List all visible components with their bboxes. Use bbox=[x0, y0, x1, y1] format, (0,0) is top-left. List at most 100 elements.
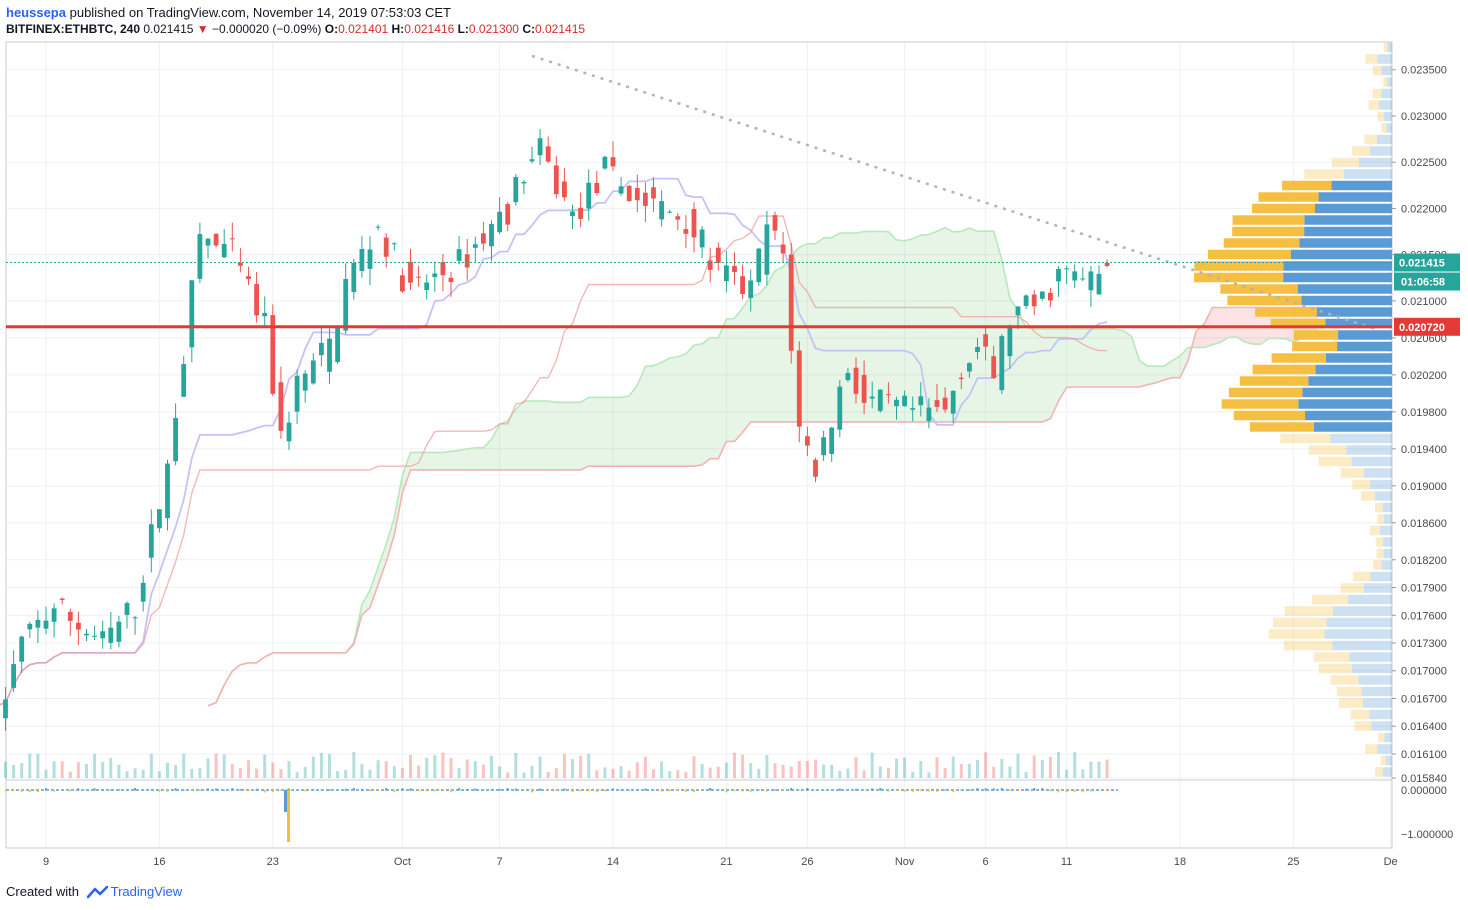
profile-down-bar bbox=[1221, 399, 1299, 409]
volume-bar bbox=[708, 767, 712, 778]
oscillator-bar bbox=[919, 790, 922, 792]
candle-body bbox=[691, 209, 697, 238]
candle-body bbox=[375, 226, 381, 228]
cloud-segment bbox=[515, 401, 524, 470]
candle-body bbox=[148, 524, 154, 558]
candle-body bbox=[643, 192, 648, 206]
symbol-label[interactable]: BITFINEX:ETHBTC, 240 bbox=[6, 22, 141, 36]
oscillator-bar bbox=[660, 790, 663, 792]
time-axis: 9 16 23 Oct 7 14 21 26 Nov 6 11 18 25 De bbox=[43, 856, 1398, 868]
volume-profile bbox=[1194, 42, 1392, 777]
profile-down-bar bbox=[1252, 203, 1316, 214]
profile-down-bar bbox=[1330, 675, 1359, 685]
cloud-segment bbox=[370, 567, 379, 608]
volume-bar bbox=[490, 755, 493, 778]
volume-bar bbox=[951, 756, 955, 778]
profile-down-bar bbox=[1304, 169, 1344, 179]
profile-up-bar bbox=[1290, 249, 1392, 260]
low-value: 0.021300 bbox=[468, 22, 519, 36]
cloud-segment bbox=[1034, 329, 1043, 422]
countdown-tag-label: 01:06:58 bbox=[1401, 277, 1445, 289]
last-price: 0.021415 bbox=[143, 22, 194, 36]
candle-body bbox=[553, 165, 559, 195]
cloud-segment bbox=[1018, 310, 1027, 422]
base-line bbox=[0, 215, 1108, 706]
volume-bar bbox=[886, 767, 890, 778]
candle-body bbox=[464, 254, 470, 268]
oscillator-bar bbox=[684, 790, 687, 792]
volume-bar bbox=[668, 771, 672, 778]
volume-bar bbox=[1032, 755, 1036, 778]
volume-bar bbox=[959, 764, 963, 778]
price-tick-label: 0.020600 bbox=[1401, 333, 1447, 345]
oscillator-bar bbox=[239, 789, 242, 791]
profile-down-bar bbox=[1372, 88, 1382, 99]
candle-body bbox=[35, 619, 41, 628]
oscillator-bar bbox=[482, 789, 485, 791]
candle-body bbox=[586, 182, 592, 209]
volume-bar bbox=[700, 763, 704, 778]
price-tick-label: 0.019400 bbox=[1401, 444, 1447, 456]
volume-bar bbox=[595, 770, 599, 778]
candle-body bbox=[626, 185, 632, 202]
support-price-tag bbox=[1394, 317, 1460, 336]
oscillator-bar bbox=[717, 789, 720, 791]
price-tick-label: 0.023500 bbox=[1401, 65, 1447, 77]
volume-bar bbox=[157, 771, 161, 778]
profile-up-bar bbox=[1382, 767, 1392, 777]
oscillator-bar bbox=[1017, 790, 1019, 792]
profile-down-bar bbox=[1375, 537, 1384, 547]
cloud-segment bbox=[969, 228, 978, 422]
oscillator-bar bbox=[822, 789, 825, 791]
oscillator-bar bbox=[288, 788, 290, 791]
oscillator-bar bbox=[417, 790, 420, 792]
candle-body bbox=[829, 427, 835, 455]
candle-body bbox=[837, 386, 843, 430]
oscillator-bar bbox=[522, 790, 525, 791]
cloud-segment bbox=[766, 270, 775, 422]
oscillator-bar bbox=[498, 788, 501, 791]
time-tick-label: De bbox=[1384, 856, 1398, 868]
close-value: 0.021415 bbox=[535, 22, 586, 36]
candle-body bbox=[416, 276, 421, 278]
conversion-line bbox=[0, 177, 1108, 706]
volume-bar bbox=[190, 768, 194, 778]
candle-body bbox=[967, 363, 972, 372]
oscillator-bar bbox=[506, 788, 509, 791]
oscillator-bar bbox=[1033, 788, 1036, 791]
tradingview-brand[interactable]: TradingView bbox=[110, 884, 183, 899]
oscillator-bar bbox=[879, 788, 882, 791]
price-tick-label: 0.017900 bbox=[1401, 583, 1447, 595]
leading-span-a bbox=[207, 226, 1318, 707]
cloud-segment bbox=[912, 235, 921, 422]
oscillator-bar bbox=[563, 788, 566, 791]
candle-body bbox=[724, 265, 729, 282]
candle-body bbox=[651, 187, 656, 199]
oscillator-bar bbox=[174, 788, 177, 791]
volume-bar bbox=[757, 768, 761, 778]
oscillator-bar bbox=[547, 790, 550, 791]
price-tick-label: 0.017300 bbox=[1401, 638, 1447, 650]
oscillator-bar bbox=[555, 790, 558, 792]
oscillator-bar bbox=[352, 788, 355, 791]
cloud-segment bbox=[1147, 366, 1156, 385]
oscillator-bar bbox=[782, 790, 785, 791]
oscillator-bar bbox=[77, 788, 80, 791]
cloud-segment bbox=[629, 384, 638, 467]
oscillator-bar bbox=[587, 790, 590, 792]
profile-up-bar bbox=[1298, 399, 1392, 409]
candle-body bbox=[19, 636, 25, 662]
candle-body bbox=[140, 582, 146, 602]
author-link[interactable]: heussepa bbox=[6, 5, 66, 20]
oscillator-bar bbox=[53, 790, 56, 792]
profile-up-bar bbox=[1326, 617, 1392, 628]
profile-up-bar bbox=[1381, 88, 1392, 99]
oscillator-bar bbox=[344, 788, 347, 791]
candle-body bbox=[1023, 295, 1029, 307]
oscillator-bar bbox=[749, 790, 752, 792]
oscillator-bar bbox=[247, 790, 250, 792]
volume-bar bbox=[133, 768, 137, 778]
oscillator-bar bbox=[134, 788, 137, 791]
cloud-segment bbox=[564, 402, 573, 470]
